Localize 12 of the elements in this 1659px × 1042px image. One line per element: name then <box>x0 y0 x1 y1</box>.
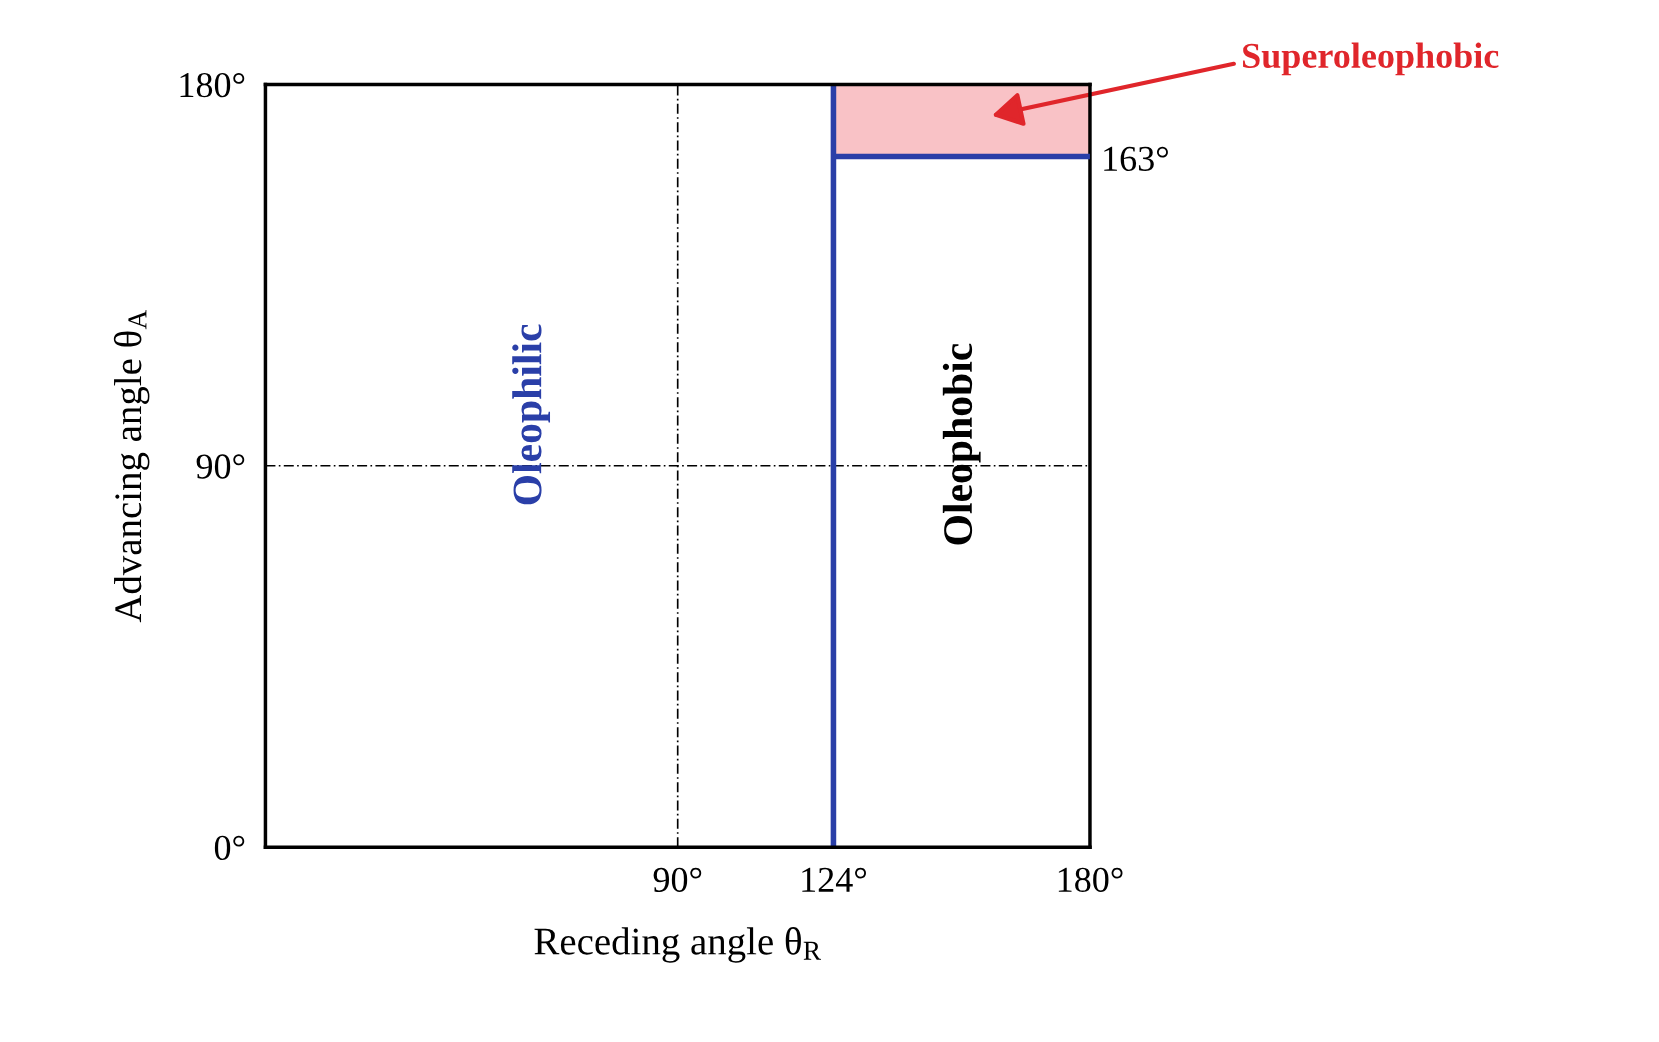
y-tick-label: 90° <box>196 454 245 479</box>
y-tick-label: 180° <box>180 72 245 98</box>
x-tick-label: 124° <box>802 867 866 892</box>
x-tick-label: 180° <box>1058 867 1123 892</box>
x-tick-label: 90° <box>653 867 702 892</box>
annotation: 163° <box>1104 146 1168 172</box>
x-axis-title: Receding angle θ$_{R}$ <box>534 927 821 963</box>
annotation: Oleophobic <box>942 343 981 545</box>
y-tick-label: 0° <box>214 835 245 861</box>
annotation: Oleophilic <box>512 324 551 505</box>
text: Superoleophobic <box>1243 42 1499 76</box>
y-axis-title: Advancing angle θ$_{A}$ <box>113 310 150 623</box>
